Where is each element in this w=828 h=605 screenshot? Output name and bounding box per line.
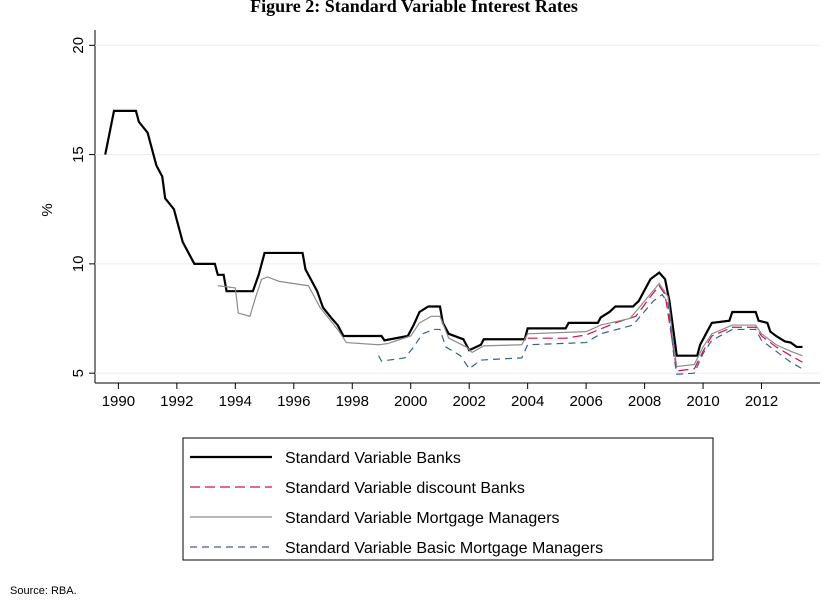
series-line — [527, 284, 803, 372]
x-tick-label: 2000 — [394, 393, 427, 410]
x-tick-label: 1994 — [219, 393, 252, 410]
y-tick-label: 5 — [70, 369, 87, 377]
x-tick-label: 2002 — [453, 393, 486, 410]
series-line — [104, 109, 803, 357]
y-axis-label: % — [39, 203, 56, 216]
source-note: Source: RBA. — [10, 585, 77, 597]
x-tick-label: 2012 — [745, 393, 778, 410]
x-tick-label: 2004 — [511, 393, 544, 410]
y-tick-label: 20 — [70, 37, 87, 54]
legend-label: Standard Variable Banks — [285, 450, 461, 467]
series-line — [378, 293, 803, 375]
legend — [182, 437, 714, 561]
x-tick-label: 1996 — [277, 393, 310, 410]
x-tick-label: 1990 — [102, 393, 135, 410]
legend-label: Standard Variable Basic Mortgage Manager… — [285, 540, 603, 557]
chart-title: Figure 2: Standard Variable Interest Rat… — [250, 0, 578, 16]
x-tick-label: 2010 — [686, 393, 719, 410]
legend-label: Standard Variable Mortgage Managers — [285, 510, 560, 527]
x-tick-label: 2006 — [569, 393, 602, 410]
x-tick-label: 1992 — [160, 393, 193, 410]
y-tick-label: 10 — [70, 256, 87, 273]
legend-label: Standard Variable discount Banks — [285, 480, 525, 497]
x-tick-label: 1998 — [336, 393, 369, 410]
series-line — [217, 276, 803, 368]
x-tick-label: 2008 — [628, 393, 661, 410]
y-tick-label: 15 — [70, 146, 87, 163]
